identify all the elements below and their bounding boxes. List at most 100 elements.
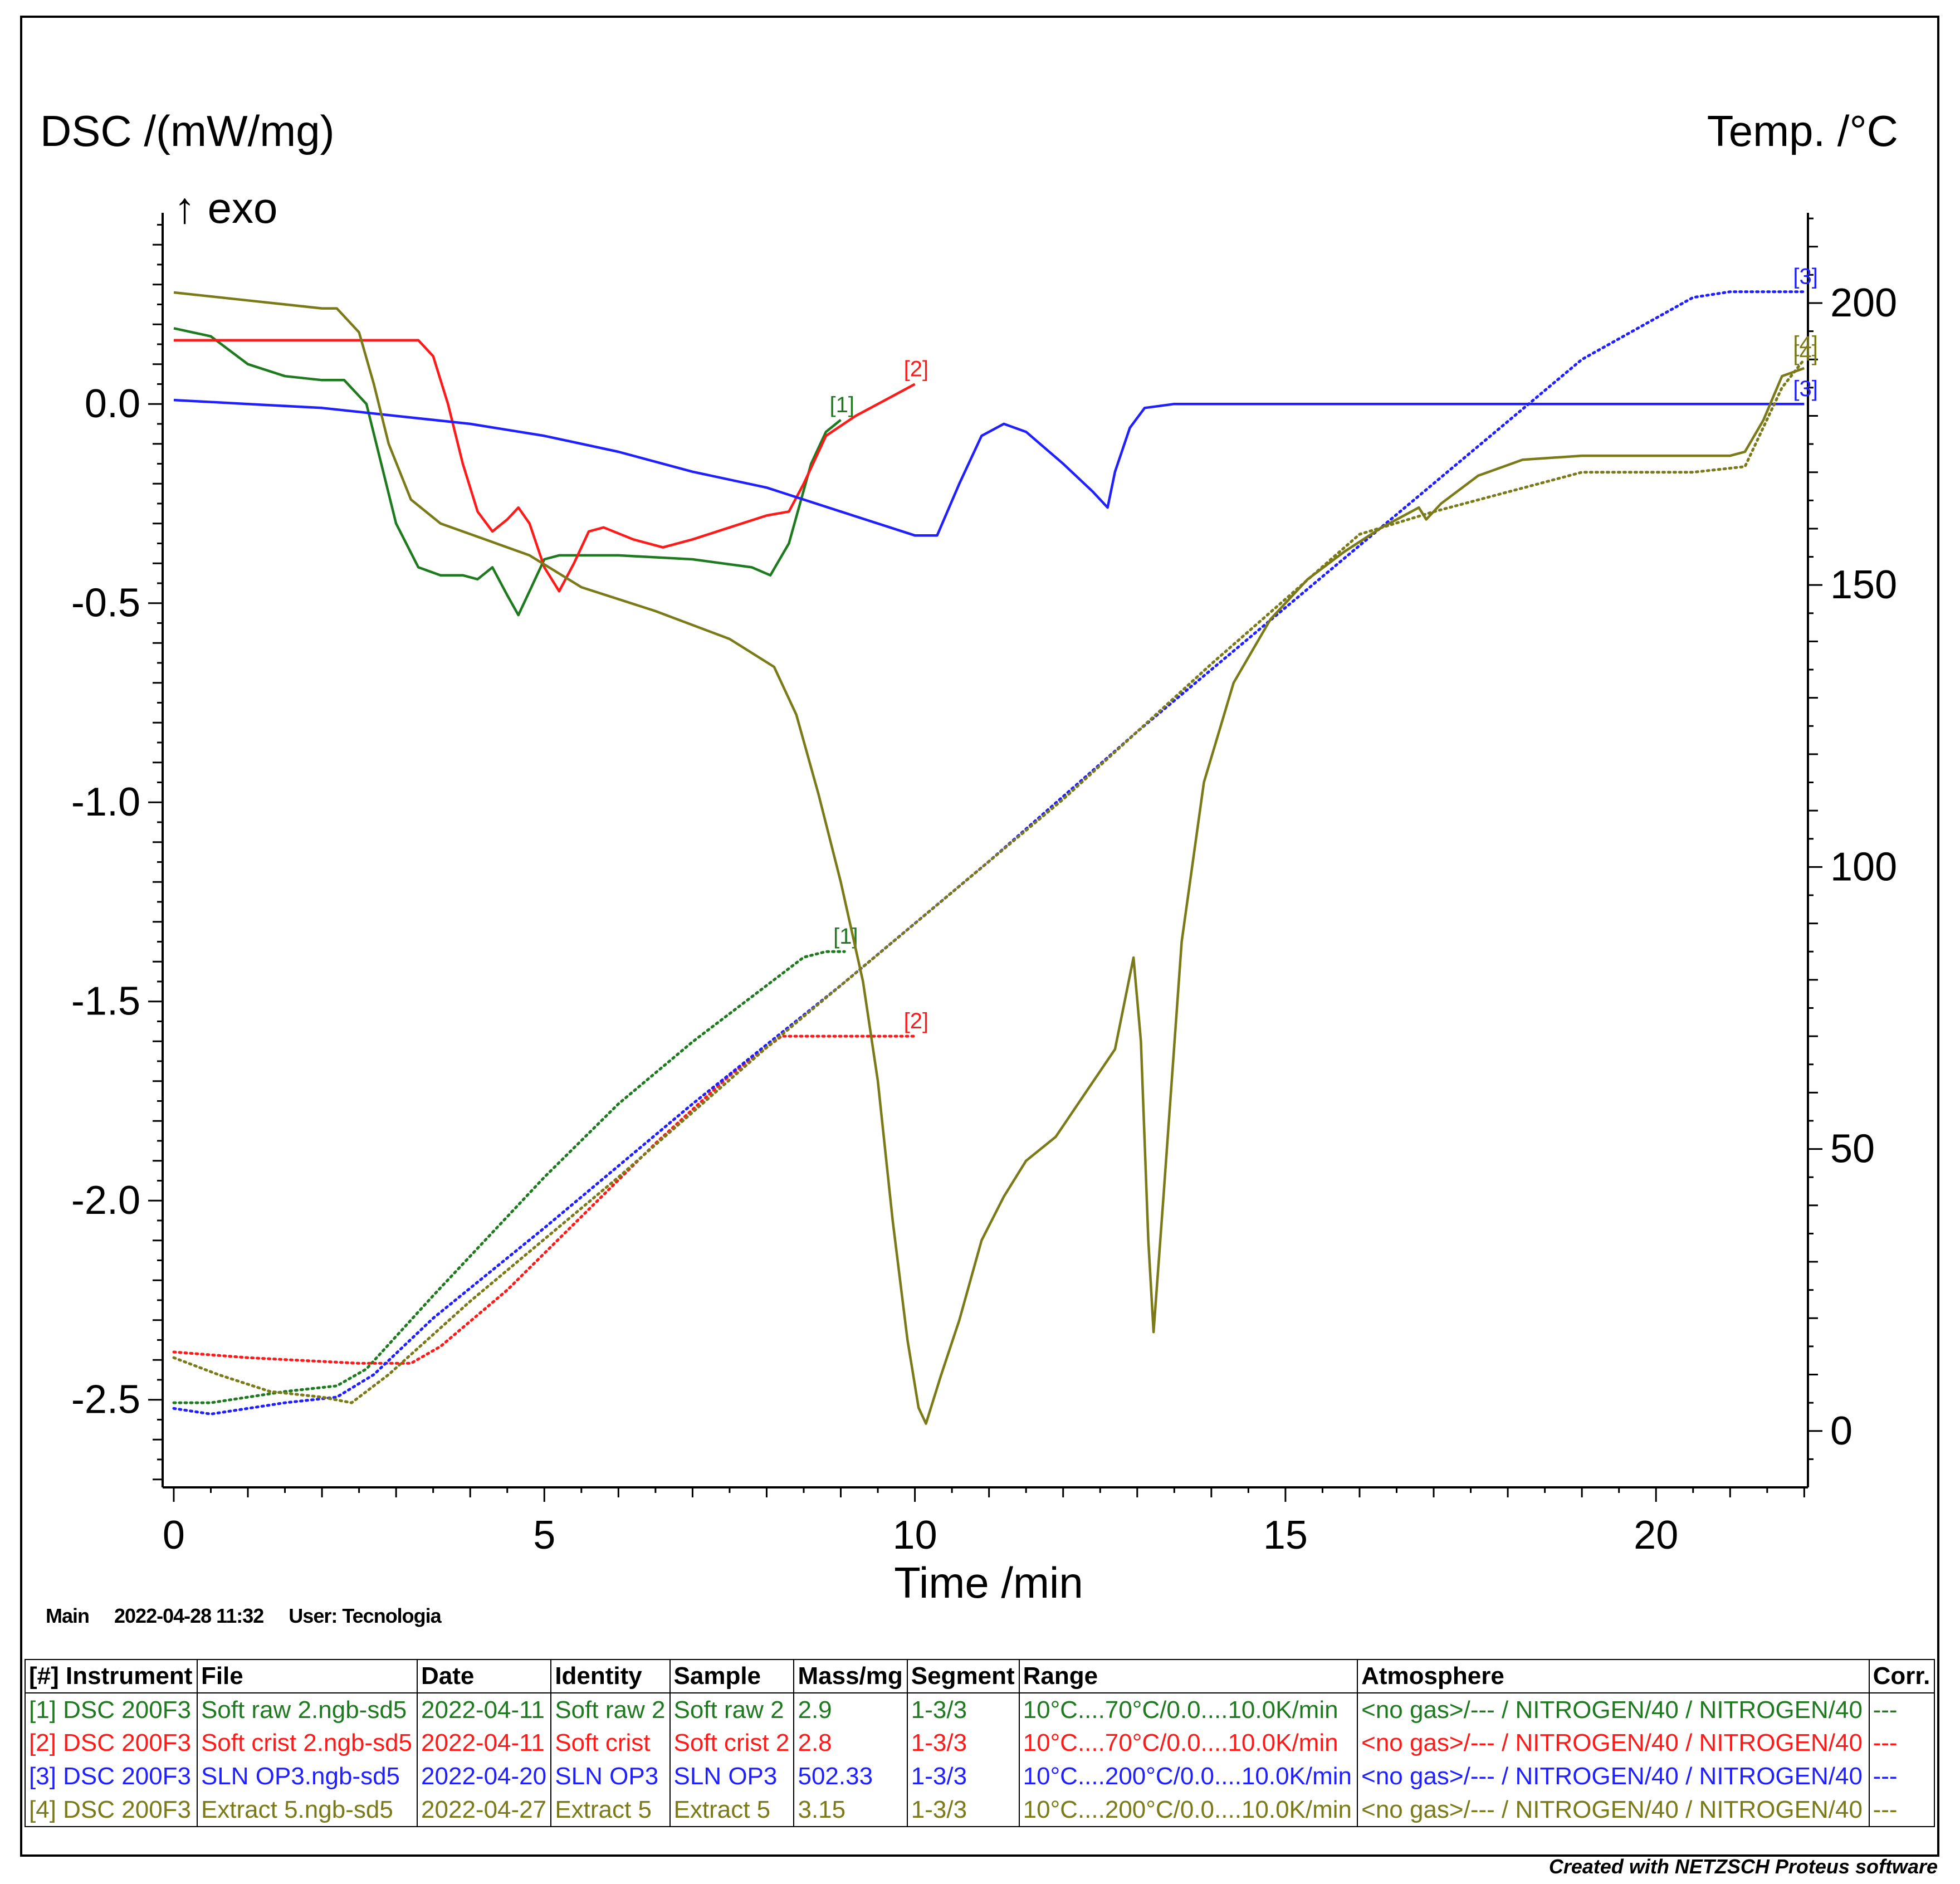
temp-end-label-2: [2] — [904, 1009, 928, 1033]
legend-header-cell: Mass/mg — [793, 1659, 908, 1693]
legend-cell: 2.8 — [793, 1726, 908, 1760]
legend-table: [#] Instrument File Date Identity Sample Mass… — [25, 1659, 1935, 1827]
legend-cell: Soft raw 2 — [550, 1693, 671, 1726]
legend-cell: Soft raw 2 — [669, 1693, 795, 1726]
legend-row: [1] DSC 200F3 Soft raw 2.ngb-sd5 2022-04-1… — [25, 1693, 1935, 1726]
legend-cell: [4] DSC 200F3 — [25, 1793, 198, 1827]
legend-header-cell: Range — [1018, 1659, 1358, 1693]
legend-header-cell: Atmosphere — [1357, 1659, 1870, 1693]
legend-cell: 502.33 — [793, 1760, 908, 1793]
y-right-tick-label: 0 — [1830, 1409, 1853, 1453]
x-tick-label: 0 — [163, 1513, 185, 1558]
legend-cell: <no gas>/--- / NITROGEN/40 / NITROGEN/40 — [1357, 1793, 1870, 1827]
legend-row: [4] DSC 200F3 Extract 5.ngb-sd5 2022-04-27… — [25, 1793, 1935, 1827]
legend-cell: <no gas>/--- / NITROGEN/40 / NITROGEN/40 — [1357, 1726, 1870, 1760]
temp-curve-4 — [172, 358, 1806, 1404]
footer-datetime: 2022-04-28 11:32 — [114, 1604, 264, 1627]
legend-cell: Soft crist — [550, 1726, 671, 1760]
dsc-curve-4 — [173, 291, 1805, 1425]
legend-row: [3] DSC 200F3 SLN OP3.ngb-sd5 2022-04-20 SL… — [25, 1760, 1935, 1793]
x-tick-label: 5 — [533, 1513, 555, 1558]
legend-header-cell: Corr. — [1868, 1659, 1935, 1693]
temp-curve-3 — [172, 290, 1806, 1416]
legend-cell: [3] DSC 200F3 — [25, 1760, 198, 1793]
legend-cell: --- — [1868, 1726, 1935, 1760]
temp-end-label-4: [4] — [1793, 332, 1817, 357]
x-tick-label: 15 — [1263, 1513, 1308, 1558]
legend-cell: [1] DSC 200F3 — [25, 1693, 198, 1726]
temp-curve-1 — [172, 950, 846, 1404]
legend-header-cell: Date — [417, 1659, 552, 1693]
legend-header-cell: File — [196, 1659, 418, 1693]
legend-cell: 10°C....200°C/0.0....10.0K/min — [1018, 1793, 1358, 1827]
legend-cell: Soft raw 2.ngb-sd5 — [196, 1693, 418, 1726]
y-right-tick-label: 100 — [1830, 845, 1897, 889]
legend-cell: Extract 5 — [669, 1793, 795, 1827]
y-left-tick-label: 0.0 — [85, 382, 140, 426]
legend-cell: SLN OP3 — [669, 1760, 795, 1793]
axes: 0 5 10 15 20 0.0 -0.5 -1.0 -1.5 -2.0 -2.5 200 150 100… — [71, 213, 1897, 1558]
dsc-end-label-3: [3] — [1793, 377, 1817, 401]
legend-header-cell: Sample — [669, 1659, 795, 1693]
legend-cell: Soft crist 2 — [669, 1726, 795, 1760]
legend-cell: 2022-04-20 — [417, 1760, 552, 1793]
y-right-axis-title: Temp. /°C — [1707, 106, 1898, 155]
legend-cell: --- — [1868, 1760, 1935, 1793]
y-left-tick-label: -1.0 — [71, 780, 140, 824]
dsc-curve-2 — [174, 339, 916, 593]
legend-cell: SLN OP3.ngb-sd5 — [196, 1760, 418, 1793]
dsc-curve-1 — [173, 327, 842, 617]
y-right-tick-label: 50 — [1830, 1127, 1875, 1172]
dsc-end-label-2: [2] — [904, 357, 928, 381]
legend-cell: <no gas>/--- / NITROGEN/40 / NITROGEN/40 — [1357, 1760, 1870, 1793]
legend-cell: SLN OP3 — [550, 1760, 671, 1793]
legend-cell: Extract 5 — [550, 1793, 671, 1827]
legend-cell: Extract 5.ngb-sd5 — [196, 1793, 418, 1827]
legend-cell: <no gas>/--- / NITROGEN/40 / NITROGEN/40 — [1357, 1693, 1870, 1726]
temp-end-label-3: [3] — [1793, 265, 1817, 289]
software-credit: Created with NETZSCH Proteus software — [1548, 1855, 1938, 1878]
legend-header-cell: Identity — [550, 1659, 671, 1693]
legend-header-cell: Segment — [906, 1659, 1020, 1693]
legend-cell: 3.15 — [793, 1793, 908, 1827]
legend-cell: Soft crist 2.ngb-sd5 — [196, 1726, 418, 1760]
legend-cell: 1-3/3 — [906, 1693, 1020, 1726]
x-tick-label: 10 — [893, 1513, 937, 1558]
y-left-tick-label: -2.0 — [71, 1178, 140, 1223]
y-left-tick-label: -1.5 — [71, 979, 140, 1024]
legend-cell: --- — [1868, 1793, 1935, 1827]
dsc-curve-3 — [173, 398, 1805, 537]
legend-cell: --- — [1868, 1693, 1935, 1726]
figure-frame — [20, 16, 1939, 1857]
legend-cell: 10°C....70°C/0.0....10.0K/min — [1018, 1726, 1358, 1760]
footer-tab: Main — [46, 1604, 90, 1627]
y-left-tick-label: -2.5 — [71, 1378, 140, 1422]
exo-direction-label: ↑ exo — [174, 183, 277, 232]
x-axis-title: Time /min — [894, 1558, 1083, 1604]
legend-cell: 10°C....70°C/0.0....10.0K/min — [1018, 1693, 1358, 1726]
legend-cell: 2.9 — [793, 1693, 908, 1726]
plot-area: [1][1][2][2][3][3][4][4] — [172, 265, 1818, 1425]
legend-header-row: [#] Instrument File Date Identity Sample Mass… — [25, 1659, 1935, 1693]
dsc-end-label-4: [4] — [1793, 341, 1817, 365]
y-left-tick-label: -0.5 — [71, 581, 140, 626]
legend-cell: 1-3/3 — [906, 1793, 1020, 1827]
legend-cell: 10°C....200°C/0.0....10.0K/min — [1018, 1760, 1358, 1793]
dsc-chart: 0 5 10 15 20 0.0 -0.5 -1.0 -1.5 -2.0 -2.5 200 150 100… — [40, 106, 1898, 1604]
x-tick-label: 20 — [1634, 1513, 1678, 1558]
legend-cell: 2022-04-11 — [417, 1693, 552, 1726]
legend-cell: 1-3/3 — [906, 1726, 1020, 1760]
footer-user: User: Tecnologia — [289, 1604, 441, 1627]
legend-row: [2] DSC 200F3 Soft crist 2.ngb-sd5 2022-04… — [25, 1726, 1935, 1760]
legend-cell: [2] DSC 200F3 — [25, 1726, 198, 1760]
legend-cell: 2022-04-11 — [417, 1726, 552, 1760]
dsc-end-label-1: [1] — [830, 393, 854, 417]
footer-info: Main 2022-04-28 11:32 User: Tecnologia — [46, 1604, 461, 1628]
y-right-tick-label: 200 — [1830, 281, 1897, 325]
legend-header-cell: [#] Instrument — [25, 1659, 198, 1693]
legend-cell: 1-3/3 — [906, 1760, 1020, 1793]
y-right-tick-label: 150 — [1830, 563, 1897, 607]
y-left-axis-title: DSC /(mW/mg) — [40, 106, 335, 155]
legend-cell: 2022-04-27 — [417, 1793, 552, 1827]
temp-curve-2 — [172, 1034, 917, 1365]
